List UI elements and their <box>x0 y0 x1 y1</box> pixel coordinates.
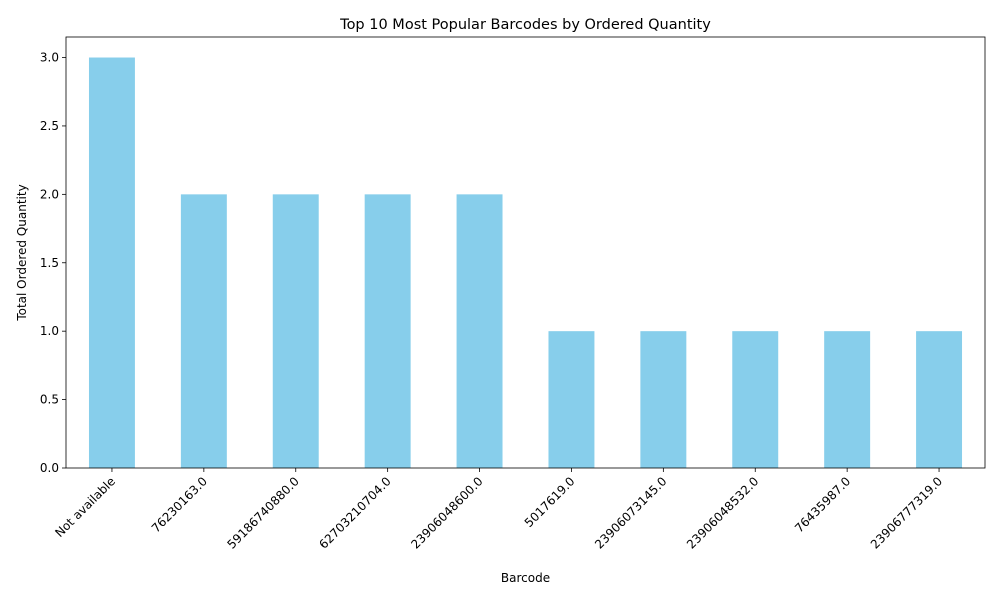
y-axis-label: Total Ordered Quantity <box>15 184 29 321</box>
x-tick-label: 62703210704.0 <box>316 474 393 551</box>
y-tick-label: 0.0 <box>40 461 59 475</box>
x-tick-label: 23906073145.0 <box>592 474 669 551</box>
bar <box>180 194 227 468</box>
y-axis: 0.0 0.5 1.0 1.5 2.0 2.5 3.0 <box>40 51 66 475</box>
x-tick-label: 59186740880.0 <box>224 474 301 551</box>
y-tick-label: 1.5 <box>40 256 59 270</box>
x-tick-label: 76435987.0 <box>792 474 853 535</box>
x-axis: Not available 76230163.0 59186740880.0 6270… <box>52 468 945 552</box>
x-tick-label: 5017619.0 <box>522 474 578 530</box>
bar <box>456 194 503 468</box>
bar <box>548 331 595 468</box>
x-tick-label: 23906048600.0 <box>408 474 485 551</box>
x-tick-label: 23906048532.0 <box>684 474 761 551</box>
y-tick-label: 0.5 <box>40 393 59 407</box>
bar <box>364 194 411 468</box>
bar <box>640 331 687 468</box>
x-tick-label: 23906777319.0 <box>868 474 945 551</box>
y-tick-label: 3.0 <box>40 51 59 65</box>
y-tick-label: 2.5 <box>40 119 59 133</box>
bars-group <box>88 57 963 469</box>
bar <box>824 331 871 468</box>
x-tick-label: Not available <box>52 474 118 540</box>
x-tick-label: 76230163.0 <box>149 474 210 535</box>
bar <box>88 57 135 469</box>
chart-title: Top 10 Most Popular Barcodes by Ordered … <box>339 17 711 33</box>
bar <box>916 331 963 468</box>
y-tick-label: 2.0 <box>40 187 59 201</box>
x-axis-label: Barcode <box>501 571 550 585</box>
bar <box>732 331 779 468</box>
bar <box>272 194 319 468</box>
y-tick-label: 1.0 <box>40 324 59 338</box>
plot-frame <box>65 36 986 469</box>
